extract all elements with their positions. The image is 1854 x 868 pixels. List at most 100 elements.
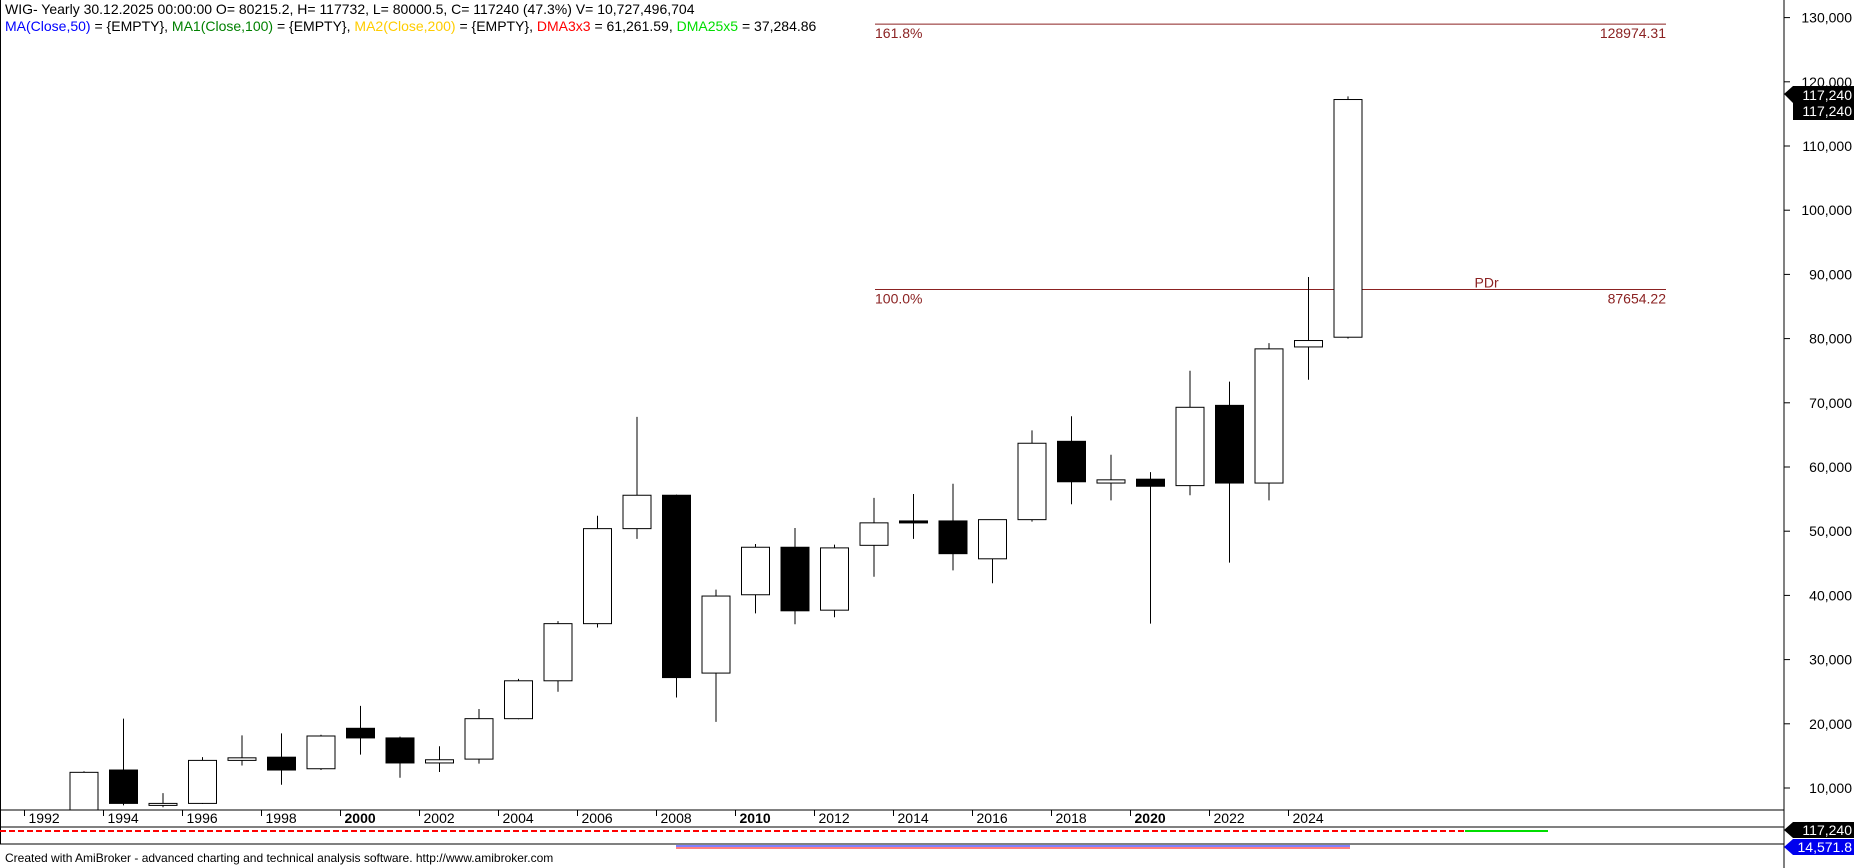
candle-body (346, 727, 375, 739)
lower-pane (0, 830, 1548, 849)
candle (1294, 276, 1323, 380)
price-tag-lower-1-shape (1784, 822, 1854, 838)
x-tick-label: 2018 (1056, 810, 1087, 826)
candle (464, 709, 494, 764)
x-tick-label: 2008 (661, 810, 692, 826)
legend-item-label: MA1(Close,100) (171, 18, 274, 34)
y-tick-label: 130,000 (1801, 10, 1852, 26)
footer-credit: Created with AmiBroker - advanced charti… (5, 851, 554, 865)
y-tick-label: 30,000 (1809, 652, 1852, 668)
x-tick-label: 2012 (819, 810, 850, 826)
candle (1096, 454, 1126, 501)
candle (1057, 416, 1086, 505)
candle (662, 494, 691, 698)
candle-body (1175, 406, 1205, 487)
candle-body (662, 494, 691, 679)
candle-body (899, 520, 928, 524)
candle-body (1096, 479, 1126, 484)
candle-body (1057, 440, 1086, 483)
price-tag-upper-1-shape (1784, 86, 1854, 103)
y-tick-label: 40,000 (1809, 587, 1852, 603)
y-tick-label: 20,000 (1809, 716, 1852, 732)
x-tick-label: 2014 (898, 810, 929, 826)
candle-body (583, 528, 612, 625)
legend-item-value: = 61,261.59, (590, 18, 677, 34)
price-tag-upper-1: 117,240 (1802, 87, 1852, 103)
candle-body (1254, 348, 1284, 484)
candle-body (622, 494, 652, 530)
candle (543, 621, 573, 692)
fib-level-label: 161.8% (875, 25, 922, 41)
candle (780, 527, 810, 625)
x-tick-label: 2016 (977, 810, 1008, 826)
price-tags: 117,240 117,240 117,240 14,571.8 (1784, 86, 1854, 855)
y-tick-label: 100,000 (1801, 202, 1852, 218)
x-tick-label: 2004 (503, 810, 534, 826)
x-tick-label: 2024 (1293, 810, 1324, 826)
candle-body (425, 759, 454, 764)
candle (425, 746, 454, 772)
candle (583, 515, 612, 628)
x-tick-label: 2002 (424, 810, 455, 826)
candle (741, 544, 770, 614)
candle (1175, 370, 1205, 496)
candle (1017, 430, 1047, 522)
price-tag-lower-2: 14,571.8 (1798, 839, 1853, 855)
candle (227, 735, 257, 766)
legend-item-value: = {EMPTY}, (273, 18, 355, 34)
y-tick-label: 110,000 (1802, 138, 1852, 154)
candle-body (148, 802, 178, 806)
y-tick-label: 60,000 (1809, 459, 1852, 475)
candle (346, 705, 375, 755)
fib-value-label: 128974.31 (1600, 25, 1666, 41)
candle-body (1136, 478, 1165, 487)
y-tick-label: 70,000 (1809, 395, 1852, 411)
candle-body (1017, 442, 1047, 521)
candle (148, 793, 178, 808)
candle-body (188, 759, 217, 804)
fib-level-label: 100.0% (875, 290, 922, 306)
legend-item-label: MA(Close,50) (5, 18, 91, 34)
candle (1254, 343, 1284, 501)
candle (306, 734, 336, 771)
candle-body (543, 623, 573, 682)
x-tick-label: 1994 (108, 810, 139, 826)
pdr-annotation: PDr (1475, 274, 1499, 290)
legend-item-value: = {EMPTY}, (455, 18, 537, 34)
x-tick-label: 2022 (1214, 810, 1245, 826)
legend-item-label: DMA3x3 (536, 18, 591, 34)
fibonacci-layer: 161.8% 128974.31 100.0% 87654.22 PDr (875, 23, 1666, 306)
candles-layer (69, 96, 1363, 811)
price-tag-upper-2: 117,240 (1802, 103, 1852, 119)
candle-body (780, 546, 810, 612)
chart-title-line: WIG- Yearly 30.12.2025 00:00:00 O= 80215… (5, 1, 695, 17)
candle-body (1215, 404, 1244, 484)
candle (385, 736, 415, 778)
candle (69, 771, 99, 811)
y-tick-label: 50,000 (1809, 523, 1852, 539)
candle (267, 733, 296, 785)
legend-item-value: = 37,284.86 (738, 18, 817, 34)
x-tick-label: 1992 (29, 810, 60, 826)
x-tick-label: 1996 (187, 810, 218, 826)
y-axis: 10,000 20,000 30,000 40,000 50,000 60,000 70,0… (1784, 10, 1852, 796)
legend-item-label: MA2(Close,200) (354, 18, 456, 34)
candle (1333, 96, 1363, 339)
candle-body (741, 546, 770, 596)
candle (622, 416, 652, 539)
candle-body (1294, 340, 1323, 348)
candle-body (978, 519, 1007, 560)
candle (938, 483, 968, 571)
x-tick-label: 2010 (740, 810, 771, 826)
candle-body (267, 756, 296, 771)
x-tick-label: 2020 (1135, 810, 1166, 826)
candle-body (464, 718, 494, 760)
candle (1136, 472, 1165, 624)
candle-body (938, 520, 968, 555)
y-tick-label: 10,000 (1809, 780, 1852, 796)
x-tick-label: 2006 (582, 810, 613, 826)
candle (820, 544, 849, 618)
candle (188, 757, 217, 805)
y-tick-label: 120,000 (1801, 74, 1852, 90)
